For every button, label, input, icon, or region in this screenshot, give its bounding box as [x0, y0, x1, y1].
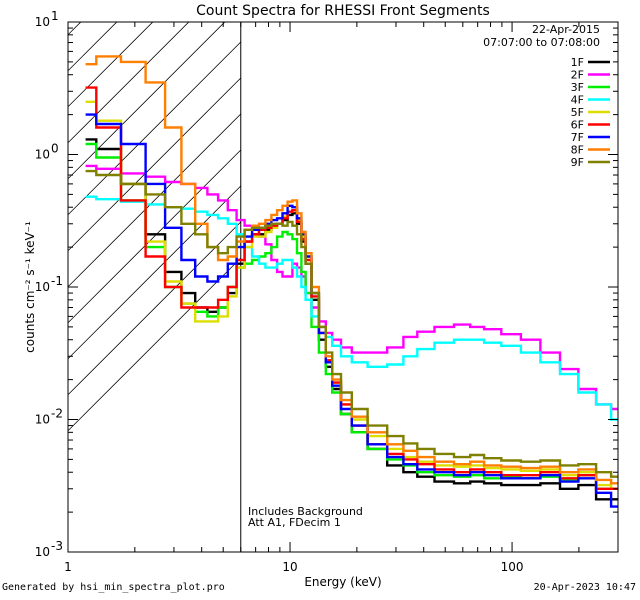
legend-label: 3F	[571, 81, 584, 94]
hatch-line	[68, 221, 242, 396]
y-tick-label: 10	[35, 15, 50, 29]
y-tick-label-exponent: -3	[51, 539, 63, 553]
y-tick-label-exponent: 1	[51, 9, 59, 23]
y-tick-label-exponent: -2	[51, 407, 63, 421]
legend-date: 22-Apr-2015	[532, 23, 600, 36]
hatch-line	[68, 149, 242, 324]
y-tick-label-exponent: 0	[51, 142, 59, 156]
spectra-series	[85, 55, 618, 508]
annotation-attenuator: Att A1, FDecim 1	[248, 516, 341, 529]
legend-label: 2F	[571, 69, 584, 82]
y-axis-label: counts cm⁻² s⁻¹ keV⁻¹	[23, 221, 37, 353]
y-tick-label-exponent: -1	[51, 274, 63, 288]
legend-label: 1F	[571, 56, 584, 69]
hatch-line	[68, 22, 154, 108]
hatch-line	[68, 22, 118, 72]
series-line-3F	[85, 142, 618, 490]
footer-generated-by: Generated by hsi_min_spectra_plot.pro	[2, 582, 225, 593]
y-tick-label: 10	[35, 280, 50, 294]
hatch-line	[68, 257, 242, 432]
legend-label: 8F	[571, 144, 584, 157]
x-tick-label: 1	[64, 560, 72, 574]
legend-label: 4F	[571, 94, 584, 107]
hatch-line	[68, 113, 242, 288]
x-tick-label: 100	[501, 560, 524, 574]
series-line-4F	[85, 195, 618, 421]
y-tick-label: 10	[35, 148, 50, 162]
annotation-background: Includes Background	[248, 505, 363, 518]
legend-label: 9F	[571, 156, 584, 169]
legend-label: 6F	[571, 119, 584, 132]
hatch-line	[68, 41, 242, 216]
footer-timestamp: 20-Apr-2023 10:47	[533, 582, 636, 593]
series-line-9F	[85, 169, 618, 478]
x-axis-label: Energy (keV)	[304, 575, 381, 589]
y-tick-label: 10	[35, 545, 50, 559]
legend-label: 7F	[571, 131, 584, 144]
legend-time-range: 07:07:00 to 07:08:00	[483, 36, 600, 49]
x-tick-label: 10	[282, 560, 297, 574]
hatch-line	[68, 77, 242, 252]
y-tick-label: 10	[35, 413, 50, 427]
legend-label: 5F	[571, 106, 584, 119]
chart-title: Count Spectra for RHESSI Front Segments	[196, 3, 490, 19]
